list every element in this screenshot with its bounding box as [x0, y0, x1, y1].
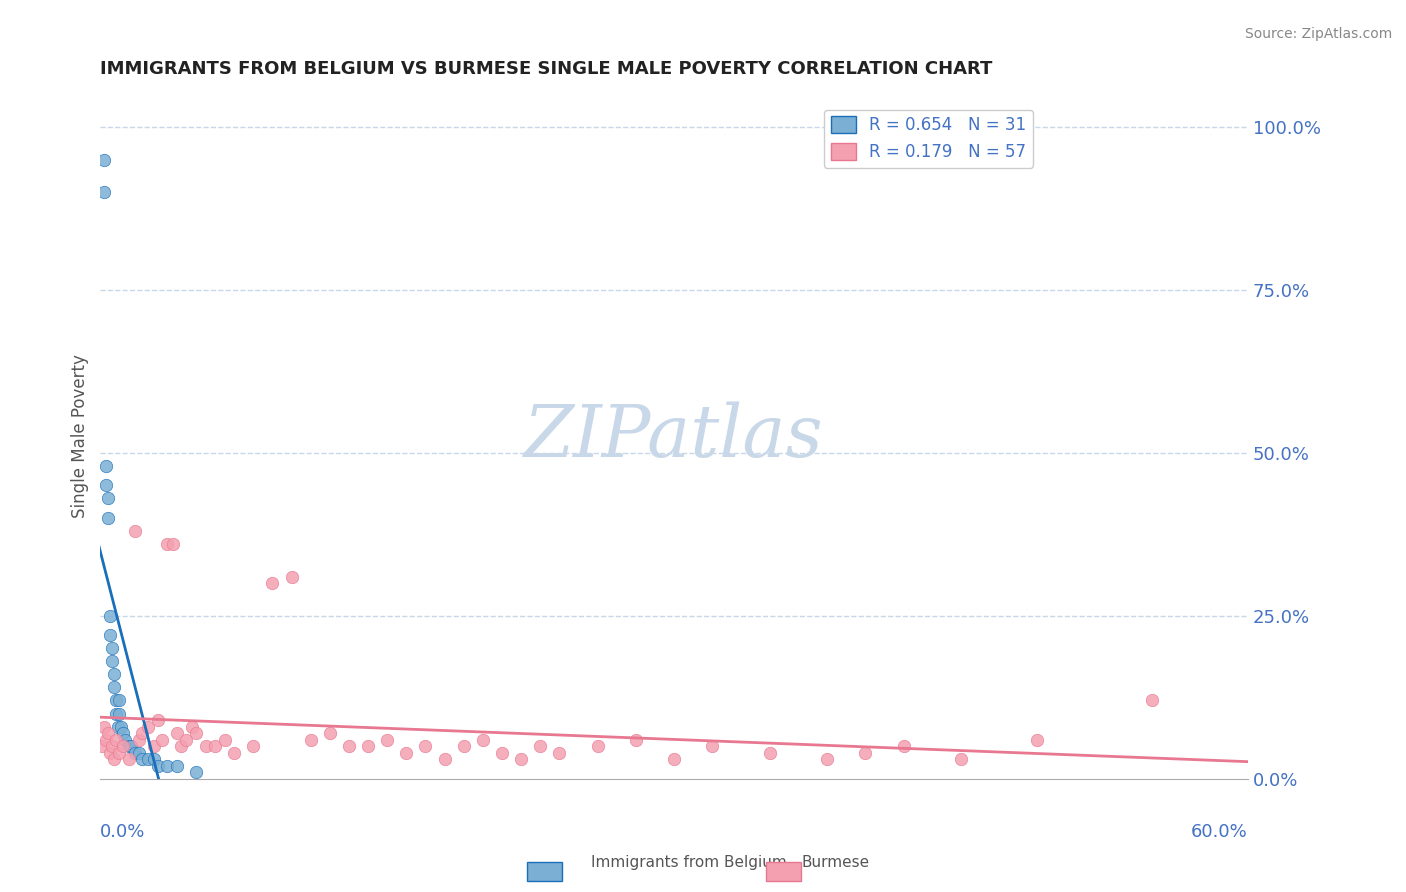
- Point: [103, 667, 125, 681]
- Point: [101, 641, 124, 656]
- Point: [124, 524, 146, 538]
- Point: [131, 752, 153, 766]
- Point: [136, 752, 159, 766]
- Point: [491, 746, 513, 760]
- Text: 0.0%: 0.0%: [100, 823, 146, 841]
- Point: [124, 746, 146, 760]
- Point: [181, 720, 204, 734]
- Text: IMMIGRANTS FROM BELGIUM VS BURMESE SINGLE MALE POVERTY CORRELATION CHART: IMMIGRANTS FROM BELGIUM VS BURMESE SINGL…: [100, 60, 993, 78]
- Point: [120, 739, 142, 753]
- Point: [586, 739, 609, 753]
- Point: [94, 458, 117, 473]
- Point: [128, 732, 150, 747]
- Point: [93, 185, 115, 199]
- Point: [108, 706, 131, 721]
- Point: [453, 739, 475, 753]
- Text: ZIPatlas: ZIPatlas: [524, 401, 824, 472]
- Point: [170, 739, 193, 753]
- Point: [204, 739, 226, 753]
- Point: [112, 726, 135, 740]
- Point: [510, 752, 533, 766]
- Point: [156, 537, 179, 551]
- Point: [101, 739, 124, 753]
- Point: [93, 720, 115, 734]
- Text: Burmese: Burmese: [801, 855, 869, 870]
- Point: [94, 732, 117, 747]
- Point: [97, 726, 120, 740]
- Point: [93, 153, 115, 167]
- Point: [97, 511, 120, 525]
- Point: [184, 765, 207, 780]
- Point: [104, 732, 127, 747]
- Point: [112, 739, 135, 753]
- Point: [548, 746, 571, 760]
- Point: [142, 739, 165, 753]
- Point: [433, 752, 456, 766]
- Point: [118, 752, 141, 766]
- Point: [853, 746, 876, 760]
- Text: 60.0%: 60.0%: [1191, 823, 1249, 841]
- Point: [98, 628, 121, 642]
- Point: [337, 739, 360, 753]
- Point: [176, 732, 198, 747]
- Point: [415, 739, 437, 753]
- Point: [395, 746, 418, 760]
- Point: [128, 746, 150, 760]
- Point: [101, 654, 124, 668]
- Point: [214, 732, 236, 747]
- Point: [166, 758, 188, 772]
- Point: [97, 491, 120, 506]
- Point: [156, 758, 179, 772]
- Point: [94, 478, 117, 492]
- Point: [131, 726, 153, 740]
- Point: [108, 746, 131, 760]
- Point: [1026, 732, 1049, 747]
- Point: [357, 739, 380, 753]
- Y-axis label: Single Male Poverty: Single Male Poverty: [72, 355, 89, 518]
- Point: [162, 537, 184, 551]
- Point: [166, 726, 188, 740]
- Point: [118, 739, 141, 753]
- Point: [224, 746, 246, 760]
- Point: [136, 720, 159, 734]
- Legend: R = 0.654   N = 31, R = 0.179   N = 57: R = 0.654 N = 31, R = 0.179 N = 57: [824, 110, 1033, 168]
- Point: [98, 746, 121, 760]
- Point: [262, 576, 284, 591]
- Point: [103, 681, 125, 695]
- Point: [150, 732, 173, 747]
- Point: [299, 732, 322, 747]
- Text: Source: ZipAtlas.com: Source: ZipAtlas.com: [1244, 27, 1392, 41]
- Point: [624, 732, 647, 747]
- Text: Immigrants from Belgium: Immigrants from Belgium: [591, 855, 786, 870]
- Point: [146, 713, 169, 727]
- Point: [1140, 693, 1163, 707]
- Point: [529, 739, 551, 753]
- Point: [280, 569, 302, 583]
- Point: [319, 726, 342, 740]
- Point: [949, 752, 972, 766]
- Point: [471, 732, 494, 747]
- Point: [194, 739, 217, 753]
- Point: [702, 739, 724, 753]
- Point: [107, 720, 129, 734]
- Point: [108, 693, 131, 707]
- Point: [893, 739, 915, 753]
- Point: [142, 752, 165, 766]
- Point: [104, 706, 127, 721]
- Point: [184, 726, 207, 740]
- Point: [104, 693, 127, 707]
- Point: [91, 739, 114, 753]
- Point: [98, 608, 121, 623]
- Point: [815, 752, 838, 766]
- Point: [110, 720, 132, 734]
- Point: [242, 739, 264, 753]
- Point: [758, 746, 780, 760]
- Point: [662, 752, 685, 766]
- Point: [146, 758, 169, 772]
- Point: [375, 732, 398, 747]
- Point: [103, 752, 125, 766]
- Point: [114, 732, 136, 747]
